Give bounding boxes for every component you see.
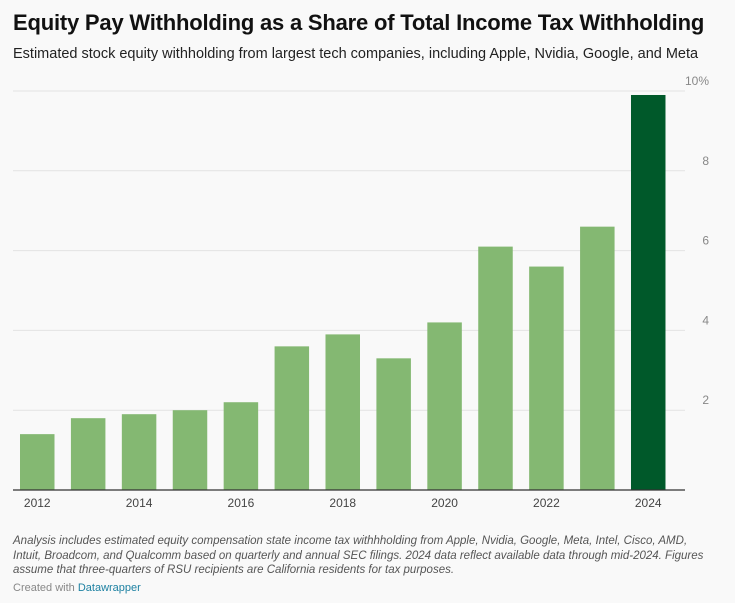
bar-2016 bbox=[223, 402, 259, 490]
chart-notes: Analysis includes estimated equity compe… bbox=[13, 535, 704, 576]
bar-2012 bbox=[20, 434, 55, 490]
bar-2017 bbox=[274, 346, 310, 490]
y-tick-label: 2 bbox=[702, 393, 709, 407]
bar-2015 bbox=[172, 410, 208, 490]
bar-2019 bbox=[376, 358, 411, 490]
x-tick-label: 2012 bbox=[24, 496, 51, 510]
bar-2021 bbox=[478, 246, 513, 490]
bar-chart: 2 4 6 8 10% 2012 2014 2016 2018 2020 2022 2024 bbox=[13, 74, 709, 510]
x-tick-label: 2014 bbox=[126, 496, 153, 510]
y-tick-label: 8 bbox=[702, 154, 709, 168]
credit-prefix: Created with bbox=[13, 582, 75, 594]
x-tick-label: 2024 bbox=[635, 496, 662, 510]
bar-2024 bbox=[630, 94, 666, 491]
bar-2013 bbox=[70, 418, 106, 490]
x-tick-label: 2018 bbox=[329, 496, 356, 510]
y-tick-label: 10% bbox=[685, 74, 709, 88]
bar-2023 bbox=[580, 226, 615, 490]
bar-2014 bbox=[121, 414, 157, 490]
datawrapper-link[interactable]: Datawrapper bbox=[77, 582, 141, 594]
chart-subtitle: Estimated stock equity withholding from … bbox=[13, 46, 699, 62]
credit-line: Created with Datawrapper bbox=[13, 582, 141, 594]
x-tick-label: 2022 bbox=[533, 496, 560, 510]
y-tick-label: 4 bbox=[702, 313, 709, 327]
bar-2018 bbox=[325, 334, 360, 490]
bar-2022 bbox=[529, 266, 564, 490]
bar-2020 bbox=[427, 322, 462, 490]
chart-title: Equity Pay Withholding as a Share of Tot… bbox=[13, 10, 705, 35]
x-tick-label: 2020 bbox=[431, 496, 458, 510]
x-tick-label: 2016 bbox=[228, 496, 255, 510]
y-tick-label: 6 bbox=[702, 234, 709, 248]
